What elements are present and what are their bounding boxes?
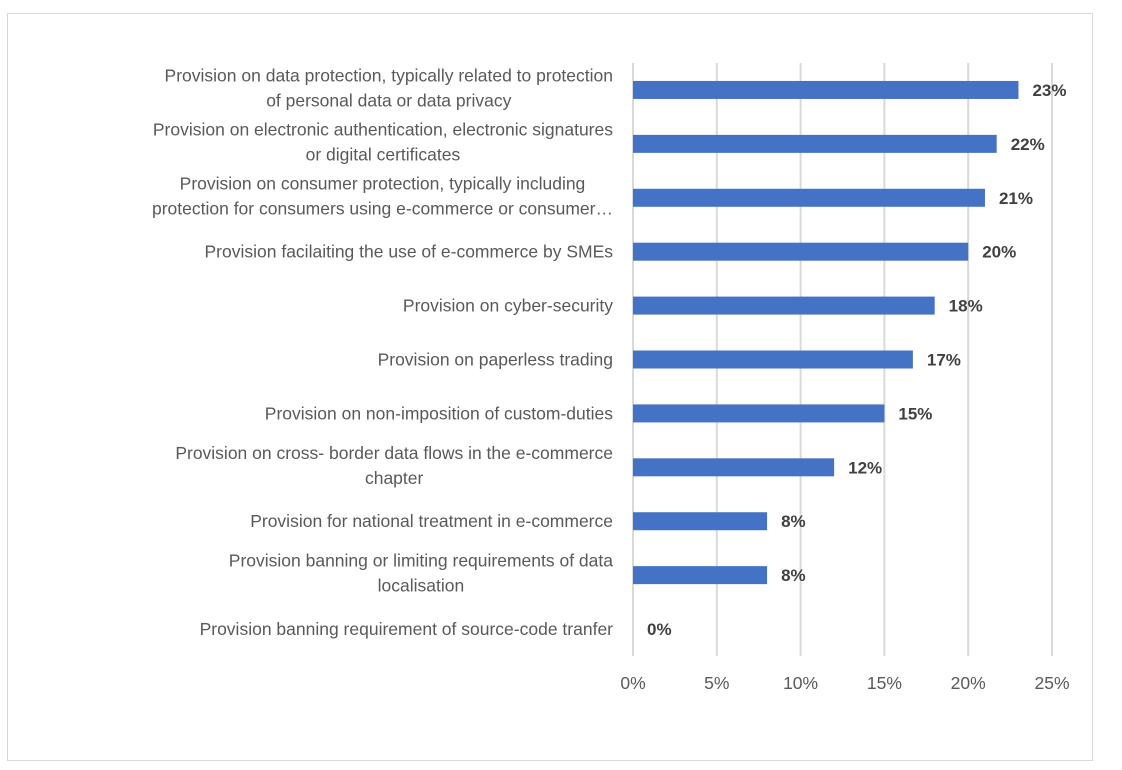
category-label: Provision banning requirement of source-… <box>200 619 614 639</box>
category-labels: Provision on data protection, typically … <box>152 65 613 639</box>
category-label-line: protection for consumers using e-commerc… <box>152 198 613 218</box>
category-label-line: Provision on electronic authentication, … <box>153 119 613 139</box>
data-label: 23% <box>1032 81 1066 100</box>
category-label: Provision on non-imposition of custom-du… <box>265 403 613 423</box>
category-label: Provision on cyber-security <box>403 296 613 316</box>
category-label: Provision on consumer protection, typica… <box>152 173 613 218</box>
bar <box>633 296 935 315</box>
x-tick-label: 15% <box>867 673 902 693</box>
category-label-line: or digital certificates <box>306 144 461 164</box>
data-label: 20% <box>982 243 1016 262</box>
category-label: Provision on data protection, typically … <box>165 65 613 110</box>
bar <box>633 404 885 423</box>
gridlines <box>632 63 1053 656</box>
x-axis-tick-labels: 0% 5% 10% 15% 20% 25% <box>620 673 1069 693</box>
category-label-line: Provision on cross- border data flows in… <box>175 443 613 463</box>
x-tick-label: 0% <box>620 673 645 693</box>
x-tick-label: 5% <box>704 673 729 693</box>
x-tick-label: 20% <box>951 673 986 693</box>
category-label-line: Provision on paperless trading <box>378 350 613 370</box>
category-label-line: Provision on consumer protection, typica… <box>180 173 586 193</box>
bar <box>633 242 969 261</box>
category-label-line: Provision banning or limiting requiremen… <box>229 551 613 571</box>
x-tick-label: 10% <box>783 673 818 693</box>
category-label: Provision on cross- border data flows in… <box>175 443 613 488</box>
category-label: Provision banning or limiting requiremen… <box>229 551 613 596</box>
category-label-line: Provision facilaiting the use of e-comme… <box>205 242 614 262</box>
bar <box>633 350 913 369</box>
bar <box>633 512 768 531</box>
category-label-line: Provision on data protection, typically … <box>165 65 613 85</box>
data-label: 17% <box>927 351 961 370</box>
category-label: Provision on electronic authentication, … <box>153 119 613 164</box>
data-label: 22% <box>1011 135 1045 154</box>
bar <box>633 458 835 477</box>
bar <box>633 134 997 153</box>
bar <box>633 188 985 207</box>
category-label-line: Provision on cyber-security <box>403 296 613 316</box>
category-label-line: Provision banning requirement of source-… <box>200 619 614 639</box>
category-label-line: chapter <box>365 468 424 488</box>
bar <box>633 80 1019 99</box>
category-label: Provision facilaiting the use of e-comme… <box>205 242 614 262</box>
category-label-line: Provision on non-imposition of custom-du… <box>265 403 613 423</box>
data-label: 0% <box>647 620 672 639</box>
category-label-line: localisation <box>378 576 465 596</box>
category-label-line: of personal data or data privacy <box>266 90 511 110</box>
category-label: Provision for national treatment in e-co… <box>250 511 613 531</box>
category-label-line: Provision for national treatment in e-co… <box>250 511 613 531</box>
data-label: 12% <box>848 458 882 477</box>
data-label: 21% <box>999 189 1033 208</box>
x-tick-label: 25% <box>1034 673 1069 693</box>
data-labels: 23% 22% 21% 20% 18% 17% 15% 12% 8% 8% 0% <box>647 81 1067 639</box>
data-label: 15% <box>898 404 932 423</box>
data-label: 8% <box>781 566 806 585</box>
bar <box>633 566 768 585</box>
bars <box>633 80 1019 585</box>
category-label: Provision on paperless trading <box>378 350 613 370</box>
data-label: 18% <box>949 297 983 316</box>
data-label: 8% <box>781 512 806 531</box>
